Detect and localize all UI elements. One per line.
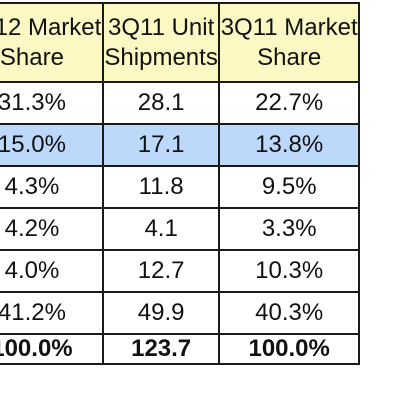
column-header-line: 3Q12 Market bbox=[0, 13, 102, 41]
column-header-3q12-market-share: 3Q12 Market Share bbox=[0, 2, 104, 83]
table-cell: 15.0% bbox=[0, 123, 104, 167]
column-header-3q11-unit-shipments: 3Q11 Unit Shipments bbox=[101, 2, 221, 83]
table-cell: 11.8 bbox=[101, 165, 221, 209]
table-cell: 40.3% bbox=[218, 291, 360, 335]
market-share-table: 3Q12 Market Share 3Q11 Unit Shipments 3Q… bbox=[0, 2, 360, 365]
total-cell: 100.0% bbox=[0, 333, 104, 365]
column-header-line: 3Q11 Market bbox=[220, 13, 358, 41]
table-cell: 10.3% bbox=[218, 249, 360, 293]
column-header-3q11-market-share: 3Q11 Market Share bbox=[218, 2, 360, 83]
table-cell: 17.1 bbox=[101, 123, 221, 167]
table-cell: 4.1 bbox=[101, 207, 221, 251]
table-row: 41.2% 49.9 40.3% bbox=[0, 291, 360, 335]
table-row: 4.0% 12.7 10.3% bbox=[0, 249, 360, 293]
table-cell: 13.8% bbox=[218, 123, 360, 167]
total-cell: 100.0% bbox=[218, 333, 360, 365]
header-row: 3Q12 Market Share 3Q11 Unit Shipments 3Q… bbox=[0, 2, 360, 83]
table-row: 31.3% 28.1 22.7% bbox=[0, 81, 360, 125]
column-header-line: 3Q11 Unit bbox=[107, 13, 215, 41]
table-cell: 22.7% bbox=[218, 81, 360, 125]
table-row: 4.3% 11.8 9.5% bbox=[0, 165, 360, 209]
table-cell: 41.2% bbox=[0, 291, 104, 335]
column-header-line: Share bbox=[0, 43, 64, 71]
column-header-line: Shipments bbox=[104, 43, 218, 71]
total-cell: 123.7 bbox=[101, 333, 221, 365]
table-cell: 49.9 bbox=[101, 291, 221, 335]
table-cell: 31.3% bbox=[0, 81, 104, 125]
table-cell: 12.7 bbox=[101, 249, 221, 293]
table-cell: 4.3% bbox=[0, 165, 104, 209]
total-row: 100.0% 123.7 100.0% bbox=[0, 333, 360, 365]
column-header-line: Share bbox=[257, 43, 322, 71]
table-cell: 4.2% bbox=[0, 207, 104, 251]
table-cell: 9.5% bbox=[218, 165, 360, 209]
table-cell: 3.3% bbox=[218, 207, 360, 251]
table-row-highlighted: 15.0% 17.1 13.8% bbox=[0, 123, 360, 167]
table-row: 4.2% 4.1 3.3% bbox=[0, 207, 360, 251]
table-cell: 4.0% bbox=[0, 249, 104, 293]
table-cell: 28.1 bbox=[101, 81, 221, 125]
